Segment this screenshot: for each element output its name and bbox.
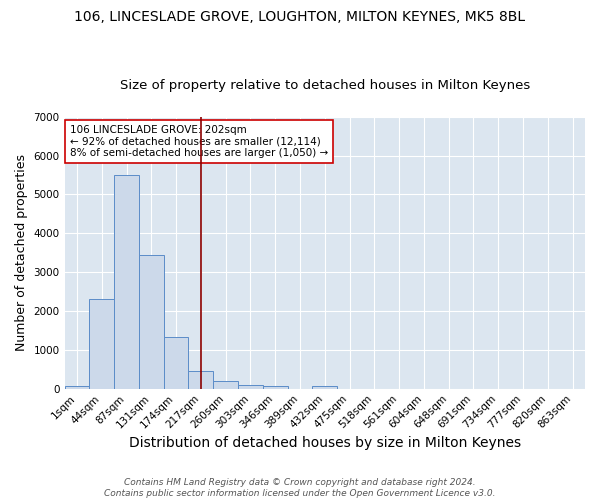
Bar <box>139 254 164 388</box>
Bar <box>313 386 337 388</box>
Bar <box>164 337 188 388</box>
Bar <box>114 175 139 388</box>
Bar <box>213 381 238 388</box>
X-axis label: Distribution of detached houses by size in Milton Keynes: Distribution of detached houses by size … <box>129 436 521 450</box>
Bar <box>89 300 114 388</box>
Bar <box>65 386 89 388</box>
Text: 106 LINCESLADE GROVE: 202sqm
← 92% of detached houses are smaller (12,114)
8% of: 106 LINCESLADE GROVE: 202sqm ← 92% of de… <box>70 125 328 158</box>
Y-axis label: Number of detached properties: Number of detached properties <box>15 154 28 352</box>
Text: Contains HM Land Registry data © Crown copyright and database right 2024.
Contai: Contains HM Land Registry data © Crown c… <box>104 478 496 498</box>
Bar <box>263 386 287 388</box>
Bar <box>238 385 263 388</box>
Bar <box>188 371 213 388</box>
Title: Size of property relative to detached houses in Milton Keynes: Size of property relative to detached ho… <box>119 79 530 92</box>
Text: 106, LINCESLADE GROVE, LOUGHTON, MILTON KEYNES, MK5 8BL: 106, LINCESLADE GROVE, LOUGHTON, MILTON … <box>74 10 526 24</box>
